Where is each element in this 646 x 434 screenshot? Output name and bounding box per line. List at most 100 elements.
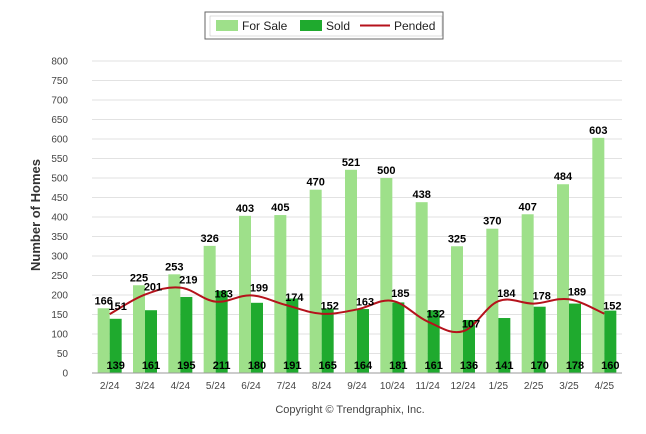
bars: [97, 137, 617, 373]
x-axis-ticks: 2/24 3/24 4/24 5/24 6/24 7/24 8/24 9/24 10/24 11/…: [100, 381, 615, 392]
data-label-pended: 178: [532, 291, 550, 303]
y-tick-label: 300: [51, 252, 68, 263]
data-label-sold: 195: [177, 360, 195, 372]
pended-line: [109, 286, 605, 334]
data-label-for-sale: 166: [94, 295, 112, 307]
x-tick-label: 6/24: [241, 381, 261, 392]
bar-sold: [251, 302, 263, 373]
bar-for-sale: [486, 228, 499, 373]
data-label-pended: 199: [250, 282, 268, 294]
x-tick-label: 2/24: [100, 381, 120, 392]
y-tick-label: 50: [57, 349, 69, 360]
data-labels: 166 139 225 161 253 195 326 211 403 180 405 191 470 1…: [94, 125, 621, 372]
bar-sold: [321, 308, 334, 373]
y-tick-label: 600: [51, 135, 68, 146]
bar-sold: [357, 309, 369, 373]
x-tick-label: 5/24: [206, 381, 226, 392]
copyright-footer: Copyright © Trendgraphix, Inc.: [275, 404, 424, 416]
data-label-for-sale: 438: [412, 189, 430, 201]
data-label-pended: 107: [462, 318, 480, 330]
data-label-pended: 183: [214, 289, 232, 301]
bar-sold: [533, 306, 546, 373]
y-tick-label: 800: [51, 57, 68, 68]
bar-sold: [498, 318, 511, 373]
legend-inner-box: [209, 15, 443, 37]
data-label-for-sale: 500: [377, 165, 395, 177]
bar-for-sale: [415, 202, 428, 373]
y-tick-label: 0: [62, 369, 68, 380]
y-tick-label: 750: [51, 76, 68, 87]
bar-for-sale: [592, 137, 605, 373]
data-label-pended: 184: [497, 288, 516, 300]
pended-line-layer: [109, 286, 605, 334]
bar-for-sale: [168, 274, 181, 373]
legend-swatch-for-sale: [216, 20, 238, 31]
data-label-for-sale: 225: [130, 272, 148, 284]
legend-label-for-sale: For Sale: [242, 19, 288, 33]
y-tick-label: 250: [51, 271, 68, 282]
legend-label-pended: Pended: [394, 19, 435, 33]
bar-for-sale: [97, 308, 110, 373]
data-label-sold: 136: [460, 360, 478, 372]
data-label-sold: 178: [566, 360, 584, 372]
bar-for-sale: [203, 245, 216, 373]
y-tick-label: 450: [51, 193, 68, 204]
data-label-for-sale: 370: [483, 216, 501, 228]
data-label-sold: 161: [424, 360, 442, 372]
data-label-sold: 170: [530, 360, 548, 372]
data-label-pended: 189: [568, 286, 586, 298]
data-label-sold: 141: [495, 360, 513, 372]
data-label-pended: 132: [426, 309, 444, 321]
bar-sold: [215, 290, 228, 373]
x-tick-label: 9/24: [347, 381, 367, 392]
x-tick-label: 2/25: [524, 381, 544, 392]
x-tick-label: 10/24: [380, 381, 405, 392]
data-label-for-sale: 484: [554, 171, 573, 183]
x-tick-label: 4/25: [595, 381, 615, 392]
x-tick-label: 3/25: [559, 381, 579, 392]
data-label-pended: 174: [285, 292, 304, 304]
data-label-for-sale: 325: [448, 233, 466, 245]
bar-for-sale: [557, 184, 569, 373]
bar-sold: [392, 302, 405, 373]
y-axis-title: Number of Homes: [28, 159, 43, 271]
data-label-pended: 152: [320, 301, 338, 313]
data-label-for-sale: 403: [236, 203, 254, 215]
x-tick-label: 4/24: [171, 381, 191, 392]
bar-for-sale: [451, 246, 463, 373]
data-label-sold: 181: [389, 360, 407, 372]
data-label-sold: 164: [354, 360, 373, 372]
bar-sold: [145, 310, 157, 373]
data-label-sold: 161: [142, 360, 160, 372]
bar-sold: [109, 318, 122, 373]
x-tick-label: 1/25: [489, 381, 509, 392]
data-label-sold: 160: [601, 360, 619, 372]
y-tick-label: 100: [51, 330, 68, 341]
y-tick-label: 350: [51, 232, 68, 243]
bar-for-sale: [380, 178, 393, 373]
y-tick-label: 650: [51, 115, 68, 126]
data-label-sold: 180: [248, 360, 266, 372]
y-tick-label: 150: [51, 310, 68, 321]
data-label-pended: 185: [391, 288, 409, 300]
bar-for-sale: [309, 189, 322, 373]
data-label-sold: 211: [213, 360, 231, 372]
legend: For Sale Sold Pended: [204, 11, 444, 40]
y-tick-label: 200: [51, 291, 68, 302]
x-tick-label: 12/24: [450, 381, 475, 392]
data-label-pended: 152: [603, 301, 621, 313]
bar-sold: [286, 298, 299, 373]
y-tick-label: 700: [51, 96, 68, 107]
x-tick-label: 11/24: [416, 381, 441, 392]
data-label-pended: 163: [356, 296, 374, 308]
y-tick-label: 500: [51, 174, 68, 185]
bar-sold: [463, 319, 475, 373]
data-label-for-sale: 470: [306, 177, 324, 189]
bar-sold: [569, 303, 581, 373]
legend-label-sold: Sold: [326, 19, 350, 33]
data-label-for-sale: 326: [200, 233, 218, 245]
data-label-for-sale: 521: [342, 157, 360, 169]
y-tick-label: 550: [51, 154, 68, 165]
